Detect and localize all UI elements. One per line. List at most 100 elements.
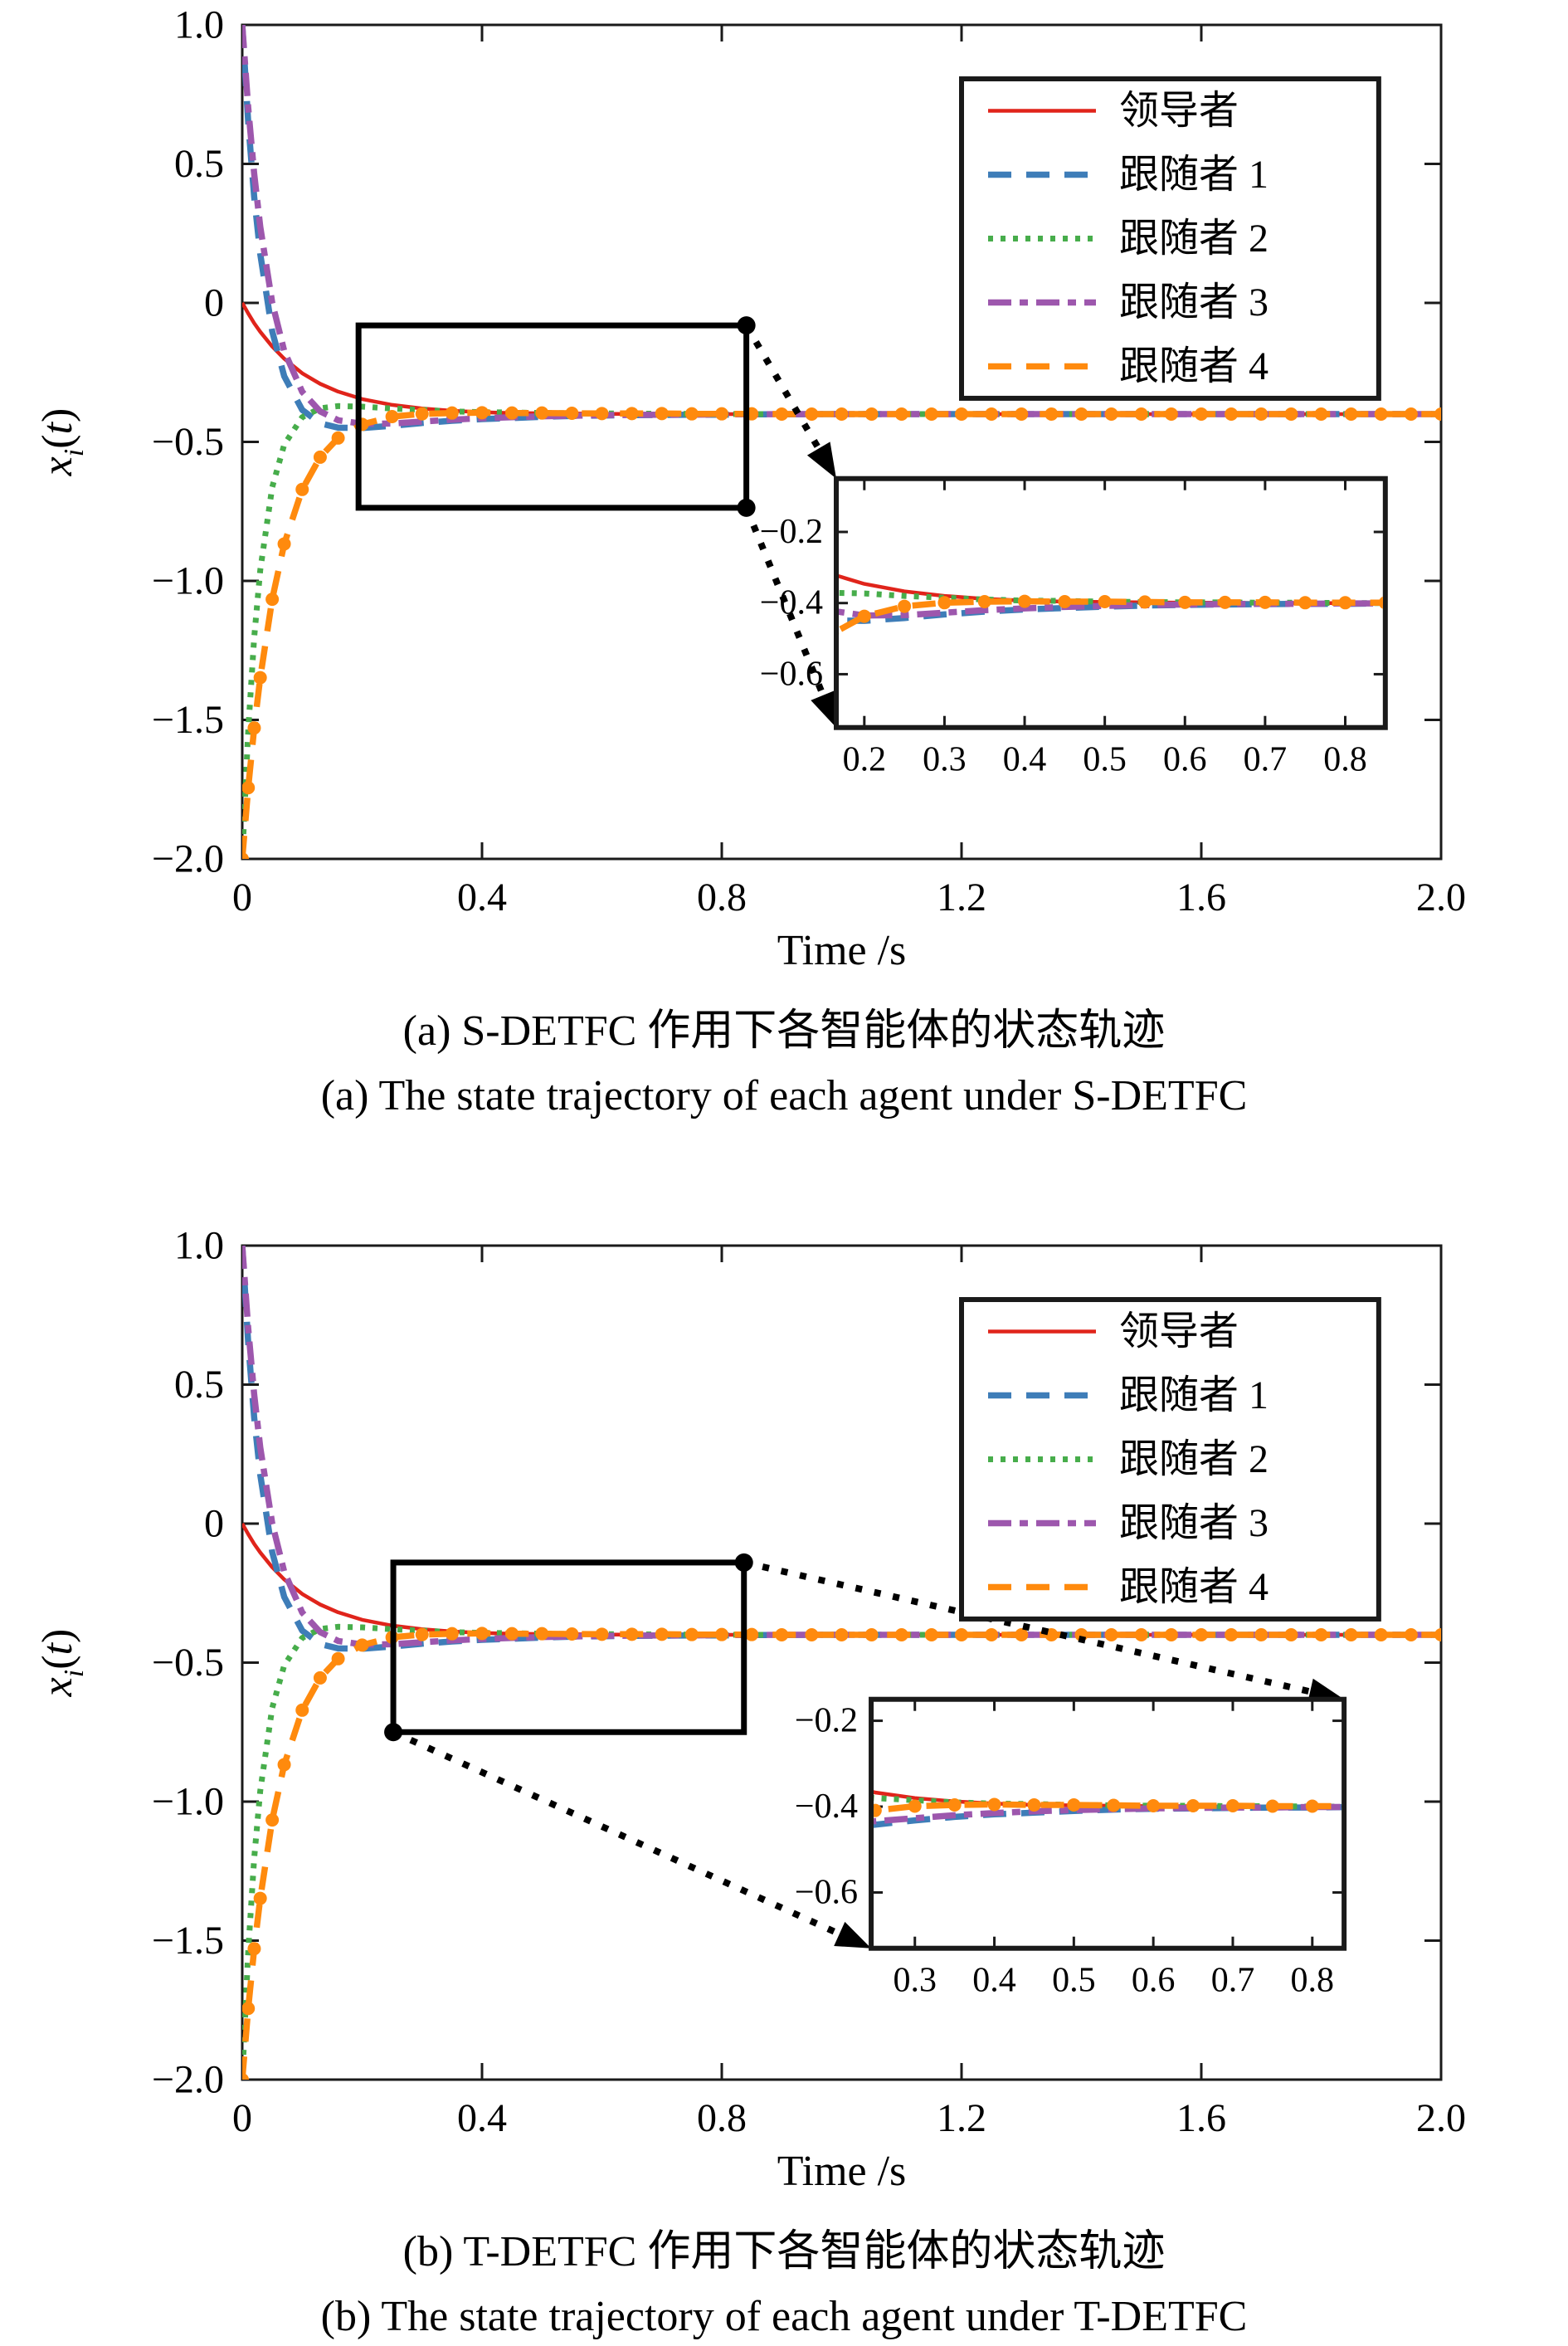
marker-follower-4 bbox=[985, 407, 999, 421]
zoom-connector-arrowhead bbox=[811, 690, 836, 728]
zoom-connector-line bbox=[392, 1729, 847, 1940]
inset-marker-follower-4 bbox=[1458, 597, 1472, 610]
marker-follower-4 bbox=[1074, 407, 1088, 421]
inset-marker-follower-4 bbox=[1504, 1800, 1517, 1813]
inset-axes: 0.3 0.4 0.5 0.6 0.7 0.8 −0.2 −0.4 −0.6 bbox=[749, 1696, 1517, 2000]
legend-item-leader: 领导者 bbox=[988, 1310, 1239, 1353]
inset-x-tick-label: 0.3 bbox=[923, 741, 967, 779]
inset-marker-follower-4 bbox=[1385, 1800, 1399, 1813]
marker-follower-4 bbox=[894, 407, 908, 421]
y-tick-label: −1.5 bbox=[152, 698, 224, 742]
marker-follower-4 bbox=[535, 406, 549, 420]
marker-follower-4 bbox=[595, 407, 609, 421]
inset-marker-follower-4 bbox=[838, 632, 840, 636]
marker-follower-4 bbox=[355, 1638, 369, 1652]
marker-follower-4 bbox=[805, 1628, 819, 1641]
inset-marker-follower-4 bbox=[1218, 595, 1232, 609]
inset-y-tick-label: −0.6 bbox=[760, 655, 823, 693]
legend-label-leader: 领导者 bbox=[1119, 1310, 1239, 1353]
marker-follower-4 bbox=[242, 2073, 249, 2080]
marker-follower-4 bbox=[1254, 1628, 1269, 1641]
inset-box bbox=[869, 1696, 1347, 1951]
inset-marker-follower-4 bbox=[1539, 597, 1552, 610]
legend-item-follower-3: 跟随者 3 bbox=[988, 1501, 1269, 1545]
inset-x-tick-label: 0.8 bbox=[1323, 741, 1367, 779]
marker-follower-4 bbox=[445, 1627, 459, 1641]
zoom-connector-line bbox=[743, 506, 829, 703]
inset-y-tick-label: −0.4 bbox=[760, 584, 823, 622]
marker-follower-4 bbox=[475, 406, 489, 420]
legend-box bbox=[959, 1297, 1381, 1622]
inset-marker-follower-4 bbox=[777, 693, 791, 706]
legend-box bbox=[959, 76, 1381, 401]
marker-follower-4 bbox=[1225, 1628, 1239, 1641]
inset-marker-follower-4 bbox=[1464, 1800, 1478, 1813]
marker-follower-4 bbox=[1374, 407, 1388, 421]
y-tick-label: 0 bbox=[204, 1502, 224, 1546]
inset-marker-follower-4 bbox=[1258, 595, 1272, 609]
marker-follower-4 bbox=[924, 407, 938, 421]
marker-follower-4 bbox=[1254, 407, 1269, 421]
inset-marker-follower-4 bbox=[908, 1799, 922, 1813]
marker-follower-4 bbox=[684, 1627, 699, 1641]
inset-marker-follower-4 bbox=[1186, 1798, 1200, 1812]
marker-follower-4 bbox=[295, 1703, 309, 1717]
inset-marker-follower-4 bbox=[1338, 596, 1352, 610]
marker-follower-4 bbox=[505, 406, 519, 420]
marker-follower-4 bbox=[1164, 1628, 1178, 1641]
marker-follower-4 bbox=[835, 1628, 849, 1641]
marker-follower-4 bbox=[475, 1627, 489, 1641]
legend-item-follower-2: 跟随者 2 bbox=[988, 1437, 1269, 1481]
marker-follower-4 bbox=[253, 671, 267, 685]
marker-follower-4 bbox=[242, 781, 256, 795]
inset-marker-follower-4 bbox=[738, 833, 751, 846]
inset-marker-follower-4 bbox=[1147, 1798, 1161, 1812]
inset-marker-follower-4 bbox=[749, 1916, 762, 1929]
marker-follower-4 bbox=[505, 1627, 519, 1641]
marker-follower-4 bbox=[835, 407, 849, 421]
inset-marker-follower-4 bbox=[1265, 1799, 1279, 1813]
inset-marker-follower-4 bbox=[722, 934, 735, 947]
marker-follower-4 bbox=[265, 1813, 280, 1827]
y-axis-label: xi(t) bbox=[34, 408, 90, 477]
legend-item-follower-2: 跟随者 2 bbox=[988, 217, 1269, 261]
marker-follower-4 bbox=[331, 431, 345, 445]
marker-follower-4 bbox=[894, 1628, 908, 1641]
marker-follower-4 bbox=[775, 407, 789, 421]
marker-follower-4 bbox=[385, 410, 399, 424]
marker-follower-4 bbox=[715, 1627, 728, 1641]
inset-marker-follower-4 bbox=[1058, 595, 1072, 609]
inset-x-tick-label: 0.7 bbox=[1211, 1962, 1255, 2000]
x-tick-label: 1.6 bbox=[1176, 2096, 1226, 2140]
inset-x-tick-label: 0.6 bbox=[1132, 1962, 1176, 2000]
inset-marker-follower-4 bbox=[987, 1797, 1001, 1812]
marker-follower-4 bbox=[445, 406, 459, 420]
legend-item-follower-3: 跟随者 3 bbox=[988, 280, 1269, 324]
inset-y-tick-label: −0.2 bbox=[795, 1702, 858, 1740]
marker-follower-4 bbox=[313, 450, 327, 464]
legend-label-follower-3: 跟随者 3 bbox=[1119, 280, 1269, 324]
marker-follower-4 bbox=[1015, 1628, 1029, 1641]
marker-follower-4 bbox=[1104, 1628, 1118, 1641]
marker-follower-4 bbox=[565, 1627, 579, 1641]
marker-follower-4 bbox=[415, 407, 429, 421]
x-tick-label: 0.8 bbox=[697, 875, 747, 919]
panel-a: 0 0.4 0.8 1.2 1.6 2.0 1.0 0.5 0 −0.5 −1.0 −1.5 −2.0 T… bbox=[0, 0, 1568, 1123]
inset-marker-follower-4 bbox=[1178, 595, 1192, 609]
legend-item-follower-4: 跟随者 4 bbox=[988, 344, 1269, 388]
marker-follower-4 bbox=[242, 2002, 256, 2016]
inset-x-tick-label: 0.4 bbox=[1003, 741, 1047, 779]
y-tick-label: 1.0 bbox=[174, 1224, 224, 1268]
marker-follower-4 bbox=[955, 407, 968, 421]
inset-x-tick-label: 0.5 bbox=[1052, 1962, 1096, 2000]
y-tick-label: −1.0 bbox=[152, 559, 224, 603]
chart-a-canvas: 0 0.4 0.8 1.2 1.6 2.0 1.0 0.5 0 −0.5 −1.0 −1.5 −2.0 T… bbox=[34, 3, 1552, 975]
marker-follower-4 bbox=[1015, 407, 1029, 421]
marker-follower-4 bbox=[864, 1628, 879, 1641]
inset-marker-follower-4 bbox=[898, 599, 912, 613]
series-layer bbox=[242, 25, 1441, 859]
inset-marker-follower-4 bbox=[1305, 1799, 1319, 1813]
marker-follower-4 bbox=[1195, 407, 1208, 421]
